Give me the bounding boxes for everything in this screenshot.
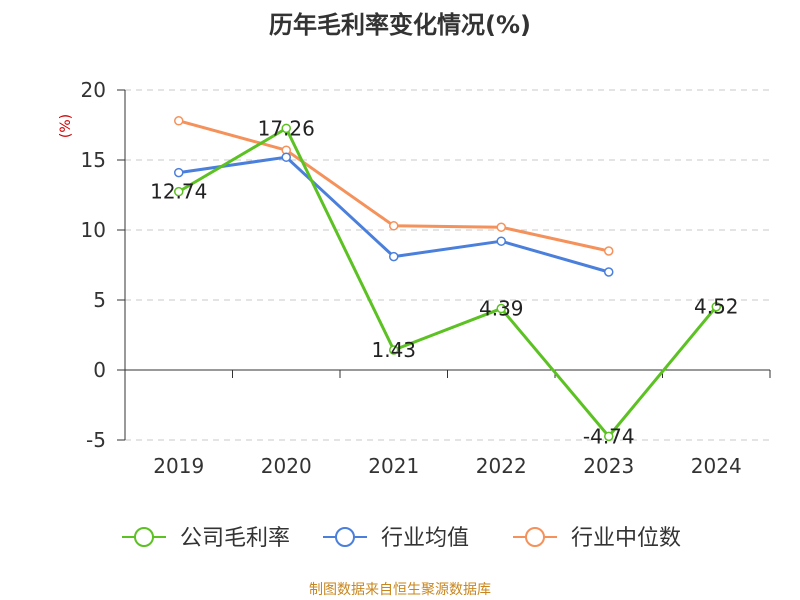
y-tick-label: 20 [81,78,106,102]
data-point [389,345,399,355]
data-point [174,167,184,178]
axes: 20 15 10 5 0 -5 2019 2020 2021 2022 2023 2024 [81,78,771,478]
data-point [174,116,184,126]
data-point [496,236,506,246]
chart-title: 历年毛利率变化情况(%) [269,11,531,39]
x-tick-label: 2022 [476,454,527,478]
series-lines [177,119,718,438]
data-point [281,152,291,162]
legend-marker [134,527,154,547]
y-axis-label: (%) [58,114,74,138]
data-label: 4.39 [479,297,524,321]
y-tick-label: 0 [93,358,106,382]
legend-marker [525,527,545,547]
data-point [604,246,614,256]
legend: 公司毛利率 行业均值 行业中位数 [122,526,681,551]
y-tick-label: -5 [86,428,106,452]
y-tick-label: 15 [81,148,106,172]
data-label: 1.43 [371,338,416,362]
series-line [177,126,718,438]
data-point [389,251,399,262]
data-point [389,221,399,231]
legend-label: 公司毛利率 [180,526,290,551]
x-tick-label: 2019 [153,454,204,478]
data-point [496,303,506,314]
x-tick-label: 2021 [368,454,419,478]
data-point [711,301,721,312]
data-point [604,431,614,442]
legend-marker [335,527,355,547]
data-labels: 12.74 17.26 1.43 4.39 -4.74 4.52 [150,116,738,448]
data-point [174,186,184,197]
data-label: -4.74 [583,424,635,448]
x-tick-label: 2024 [691,454,742,478]
data-point [604,267,614,277]
y-tick-label: 5 [93,288,106,312]
series-points [174,116,721,442]
grid-lines [125,89,770,441]
source-note: 制图数据来自恒生聚源数据库 [309,582,491,598]
series-line [178,119,610,253]
legend-label: 行业均值 [381,526,469,551]
legend-label: 行业中位数 [571,526,681,551]
data-point [281,123,291,134]
x-tick-label: 2020 [261,454,312,478]
data-label: 12.74 [150,180,207,204]
data-label: 17.26 [258,116,315,140]
data-label: 4.52 [694,295,739,319]
x-tick-label: 2023 [583,454,634,478]
y-tick-label: 10 [81,218,106,242]
data-point [496,222,506,232]
